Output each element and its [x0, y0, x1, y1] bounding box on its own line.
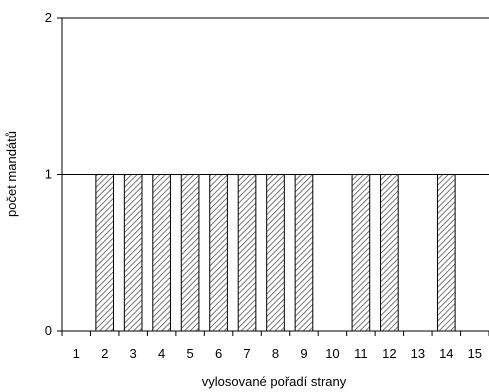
x-tick-label: 6 — [215, 346, 222, 361]
y-tick-label: 1 — [45, 167, 52, 182]
x-tick-label: 3 — [130, 346, 137, 361]
axes — [57, 17, 489, 336]
x-tick-label: 2 — [101, 346, 108, 361]
x-tick-labels: 1 2 3 4 5 6 7 8 9 10 11 12 13 14 15 — [73, 346, 482, 361]
x-tick-label: 13 — [411, 346, 425, 361]
bar-9 — [294, 174, 314, 332]
y-tick-label: 0 — [45, 323, 52, 338]
bar-2 — [95, 174, 115, 332]
bars — [95, 174, 456, 332]
bar-12 — [380, 174, 399, 332]
bar-6 — [209, 174, 228, 332]
x-tick-label: 12 — [382, 346, 396, 361]
bar-4 — [152, 174, 171, 332]
y-tick-labels: 0 1 2 — [45, 10, 52, 338]
x-tick-label: 7 — [243, 346, 250, 361]
x-tick-label: 11 — [354, 346, 368, 361]
bar-7 — [237, 174, 257, 332]
bar-14 — [436, 174, 456, 332]
bar-11 — [351, 174, 371, 332]
x-tick-label: 10 — [325, 346, 339, 361]
x-tick-label: 15 — [468, 346, 482, 361]
bar-3 — [123, 174, 143, 332]
x-tick-label: 4 — [158, 346, 165, 361]
x-tick-label: 1 — [73, 346, 80, 361]
x-axis-title: vylosované pořadí strany — [202, 374, 347, 389]
x-tick-label: 9 — [300, 346, 307, 361]
bar-5 — [180, 174, 200, 332]
y-tick-label: 2 — [45, 10, 52, 25]
x-tick-label: 8 — [272, 346, 279, 361]
x-tick-label: 5 — [186, 346, 193, 361]
x-tick-label: 14 — [439, 346, 453, 361]
y-axis-title: počet mandátů — [4, 131, 19, 217]
gridlines — [62, 17, 489, 175]
bar-8 — [266, 174, 285, 332]
